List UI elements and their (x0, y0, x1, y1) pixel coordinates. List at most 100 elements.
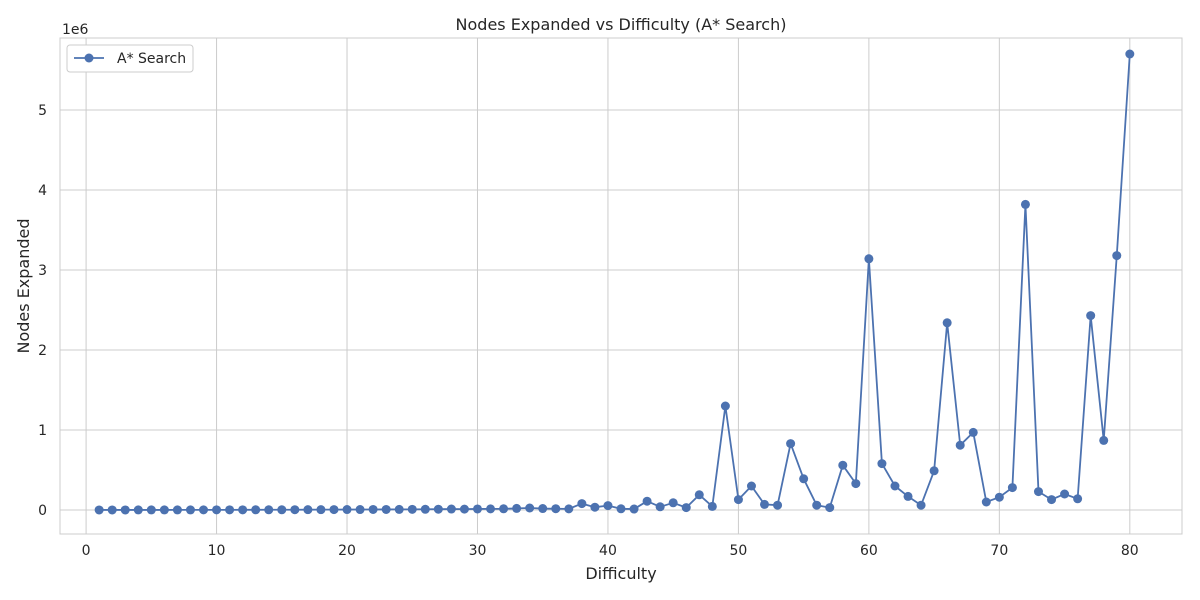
data-point (264, 505, 274, 515)
data-point (1086, 311, 1096, 321)
data-point (694, 490, 704, 500)
x-tick-label: 50 (730, 543, 748, 559)
data-point (1060, 489, 1070, 499)
data-point (120, 505, 130, 515)
data-point (786, 439, 796, 449)
data-point (499, 504, 509, 514)
data-point (538, 504, 548, 514)
data-point (146, 505, 156, 515)
data-point (1007, 483, 1017, 493)
data-point (642, 496, 652, 506)
data-point (903, 491, 913, 501)
data-point (1112, 251, 1122, 261)
data-point (590, 502, 600, 512)
data-point (551, 504, 561, 514)
data-point (172, 505, 182, 515)
data-point (994, 492, 1004, 502)
y-tick-label: 3 (38, 263, 47, 279)
data-point (577, 499, 587, 509)
chart-title: Nodes Expanded vs Difficulty (A* Search) (456, 15, 787, 34)
data-point (199, 505, 209, 515)
y-axis-label: Nodes Expanded (14, 218, 33, 353)
x-tick-label: 60 (860, 543, 878, 559)
data-point (929, 466, 939, 476)
data-point (1099, 435, 1109, 445)
x-tick-label: 10 (208, 543, 226, 559)
data-point (838, 460, 848, 470)
legend-box (66, 44, 194, 73)
data-point (512, 503, 522, 513)
data-point (890, 481, 900, 491)
x-tick-label: 30 (469, 543, 487, 559)
data-point (603, 501, 613, 511)
x-tick-label: 70 (990, 543, 1008, 559)
x-tick-label: 20 (338, 543, 356, 559)
data-point (1073, 494, 1083, 504)
data-point (668, 498, 678, 508)
y-tick-labels: 0 1 2 3 4 5 (38, 103, 47, 519)
data-point (812, 500, 822, 510)
data-point (94, 505, 104, 515)
series-layer (94, 49, 1135, 515)
y-tick-label: 1 (38, 423, 47, 439)
data-point (981, 497, 991, 507)
data-point (238, 505, 248, 515)
data-point (825, 503, 835, 513)
data-point (212, 505, 222, 515)
data-point (303, 505, 313, 515)
data-point (394, 504, 404, 514)
data-point (381, 504, 391, 514)
data-point (681, 503, 691, 513)
data-point (655, 502, 665, 512)
data-point (799, 474, 809, 484)
data-point (616, 504, 626, 514)
legend-label: A* Search (117, 51, 186, 67)
data-point (433, 504, 443, 514)
data-point (251, 505, 261, 515)
data-point (760, 499, 770, 509)
legend: A* Search (66, 44, 194, 73)
data-point (329, 505, 339, 515)
data-point (472, 504, 482, 514)
data-point (1125, 49, 1135, 59)
data-point (746, 481, 756, 491)
data-point (355, 505, 365, 515)
data-point (277, 505, 287, 515)
data-point (955, 440, 965, 450)
data-point (446, 504, 456, 514)
x-tick-label: 40 (599, 543, 617, 559)
plot-frame (59, 37, 1183, 535)
data-point (851, 479, 861, 489)
data-point (133, 505, 143, 515)
legend-point-marker (84, 53, 94, 63)
data-point (342, 505, 352, 515)
data-point (877, 459, 887, 469)
x-tick-label: 0 (82, 543, 91, 559)
data-point (629, 504, 639, 514)
data-point (459, 504, 469, 514)
data-point (968, 427, 978, 437)
x-tick-label: 80 (1121, 543, 1139, 559)
y-tick-label: 5 (38, 103, 47, 119)
data-point (564, 504, 574, 514)
x-axis-label: Difficulty (585, 564, 656, 583)
data-point (1047, 495, 1057, 505)
data-point (316, 505, 326, 515)
data-point (773, 500, 783, 510)
y-tick-label: 0 (38, 503, 47, 519)
data-point (368, 504, 378, 514)
data-point (707, 501, 717, 511)
y-offset-text: 1e6 (62, 22, 89, 38)
data-point (1033, 487, 1043, 497)
data-point (916, 500, 926, 510)
data-point (486, 504, 496, 514)
y-tick-label: 4 (38, 183, 47, 199)
data-point (225, 505, 235, 515)
x-gridlines (85, 38, 1131, 534)
data-point (942, 318, 952, 328)
data-point (159, 505, 169, 515)
data-point (185, 505, 195, 515)
data-point (864, 254, 874, 264)
data-point (525, 503, 535, 513)
